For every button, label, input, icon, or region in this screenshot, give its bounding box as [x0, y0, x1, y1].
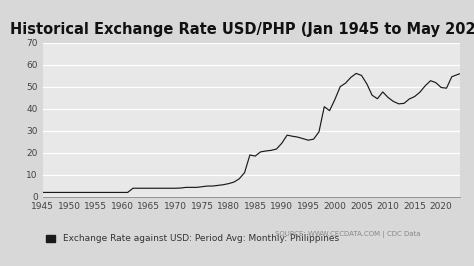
- Legend: Exchange Rate against USD: Period Avg: Monthly: Philippines: Exchange Rate against USD: Period Avg: M…: [43, 231, 342, 247]
- Text: SOURCE: WWW.CECDATA.COM | CDC Data: SOURCE: WWW.CECDATA.COM | CDC Data: [275, 231, 420, 238]
- Title: Historical Exchange Rate USD/PHP (Jan 1945 to May 2023): Historical Exchange Rate USD/PHP (Jan 19…: [10, 22, 474, 37]
